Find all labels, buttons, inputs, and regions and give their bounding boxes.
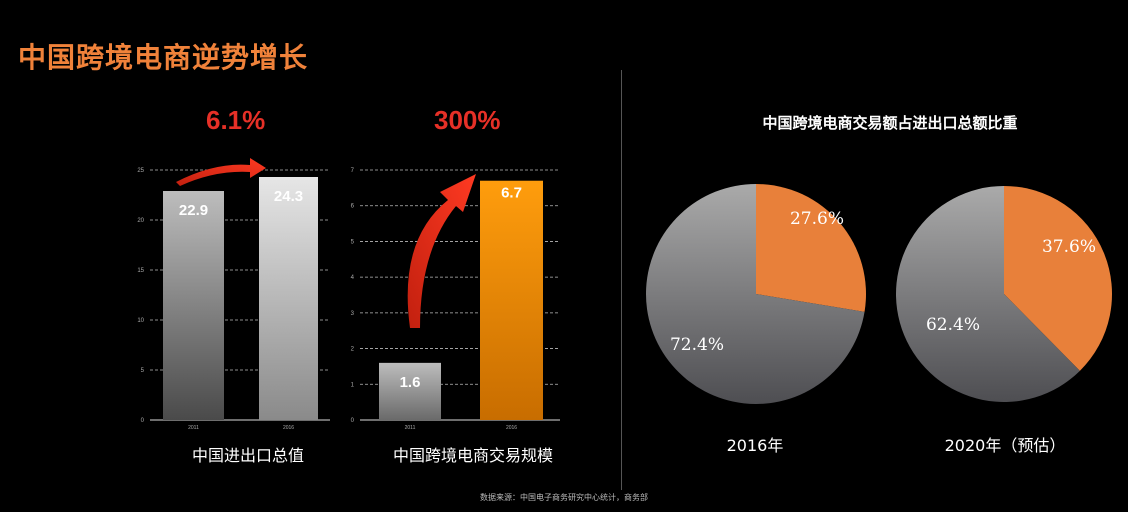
y-tick-label: 3 bbox=[351, 311, 355, 317]
pie-caption-2016: 2016年 bbox=[726, 436, 784, 455]
bar-value-label: 1.6 bbox=[400, 374, 421, 391]
caption-cross-border: 中国跨境电商交易规模 bbox=[393, 446, 554, 465]
bar-value-label: 6.7 bbox=[501, 185, 522, 202]
bar-value-label: 24.3 bbox=[274, 188, 303, 205]
y-tick-label: 0 bbox=[141, 418, 145, 424]
growth-label-import-export: 6.1% bbox=[206, 105, 266, 135]
chart-cross-border: 0 1 2 3 4 5 6 7 1.6 2011 6.7 2016 bbox=[351, 168, 560, 431]
y-tick-label: 20 bbox=[137, 218, 144, 224]
pie-slice bbox=[645, 184, 865, 404]
x-tick-label: 2011 bbox=[405, 425, 416, 431]
bar bbox=[163, 191, 224, 420]
page-title: 中国跨境电商逆势增长 bbox=[18, 41, 309, 74]
growth-arrow-large bbox=[407, 174, 476, 328]
data-source: 数据来源：中国电子商务研究中心统计，商务部 bbox=[480, 493, 648, 502]
pie-slice-label: 27.6% bbox=[790, 209, 844, 229]
pie-slice-label: 62.4% bbox=[926, 315, 980, 335]
growth-label-cross-border: 300% bbox=[434, 105, 501, 135]
y-tick-label: 4 bbox=[351, 275, 355, 281]
bar bbox=[480, 180, 543, 420]
x-tick-label: 2016 bbox=[283, 425, 294, 431]
section-divider bbox=[621, 70, 622, 490]
bar bbox=[379, 362, 441, 420]
y-tick-label: 1 bbox=[351, 382, 355, 388]
pie-slice bbox=[1004, 186, 1112, 371]
bar bbox=[259, 177, 318, 420]
y-tick-label: 15 bbox=[137, 268, 144, 274]
x-tick-label: 2016 bbox=[506, 425, 517, 431]
y-tick-label: 5 bbox=[141, 368, 145, 374]
chart-import-export: 0 5 10 15 20 25 22.9 2011 24.3 2016 bbox=[137, 168, 330, 431]
y-tick-label: 25 bbox=[137, 168, 144, 174]
y-tick-label: 6 bbox=[351, 204, 355, 210]
caption-import-export: 中国进出口总值 bbox=[192, 446, 305, 465]
pie-section-title: 中国跨境电商交易额占进出口总额比重 bbox=[762, 114, 1018, 132]
pie-caption-2020: 2020年（预估） bbox=[944, 436, 1066, 455]
y-tick-label: 0 bbox=[351, 418, 355, 424]
pie-slice bbox=[756, 184, 866, 312]
y-tick-label: 2 bbox=[351, 347, 355, 353]
pie-charts: 27.6% 72.4% 37.6% 62.4% bbox=[645, 184, 1112, 404]
bar-value-label: 22.9 bbox=[179, 202, 208, 219]
pie-slice-label: 72.4% bbox=[670, 335, 724, 355]
y-tick-label: 5 bbox=[351, 239, 355, 245]
pie-slice bbox=[895, 186, 1080, 402]
x-tick-label: 2011 bbox=[188, 425, 199, 431]
pie-slice-label: 37.6% bbox=[1042, 237, 1096, 257]
y-tick-label: 10 bbox=[137, 318, 144, 324]
y-tick-label: 7 bbox=[351, 168, 355, 174]
growth-arrow-small bbox=[176, 158, 266, 186]
